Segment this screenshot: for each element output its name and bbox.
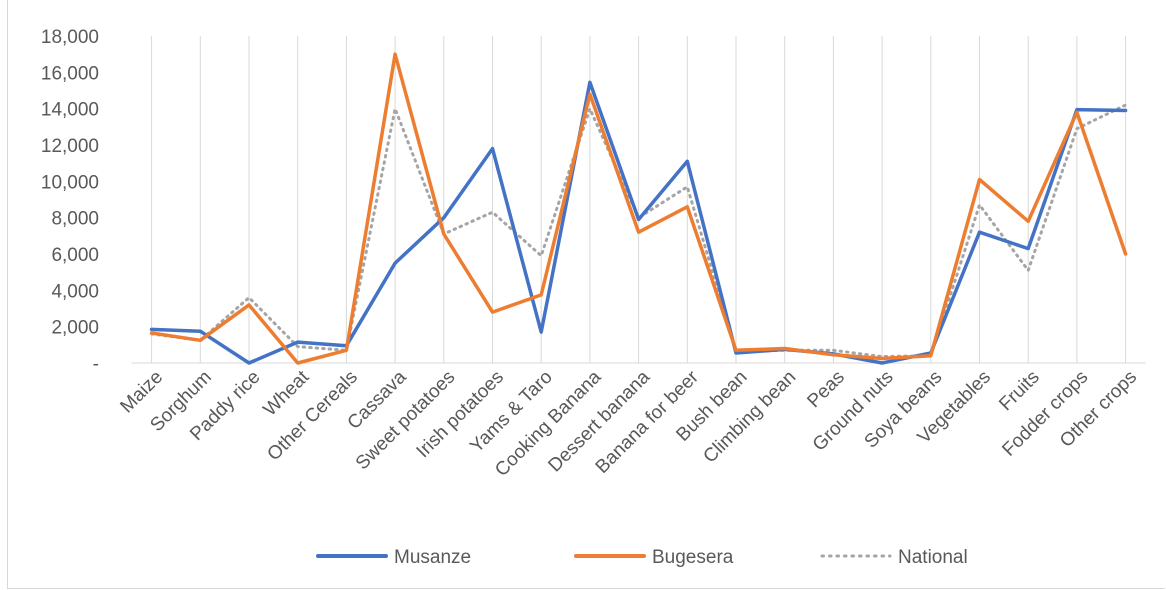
legend-item-national: National bbox=[820, 547, 968, 568]
legend-label: National bbox=[898, 547, 968, 568]
chart-frame bbox=[7, 0, 1165, 589]
legend: Musanze Bugesera National bbox=[316, 547, 968, 568]
legend-item-bugesera: Bugesera bbox=[574, 547, 734, 568]
series-line-national bbox=[150, 103, 1128, 359]
y-tick-label: 12,000 bbox=[41, 136, 99, 157]
x-tick-label: Peas bbox=[803, 367, 848, 412]
y-tick-label: 6,000 bbox=[51, 245, 99, 266]
series-lines bbox=[149, 52, 1128, 365]
y-tick-label: 18,000 bbox=[41, 27, 99, 48]
y-tick-label: 2,000 bbox=[51, 318, 99, 339]
y-tick-label: 14,000 bbox=[41, 100, 99, 121]
legend-label: Musanze bbox=[394, 547, 471, 568]
grid-lines bbox=[131, 36, 1146, 364]
series-line-musanze bbox=[149, 80, 1128, 365]
y-tick-label: - bbox=[93, 354, 99, 375]
series-line-bugesera bbox=[149, 52, 1128, 365]
y-tick-label: 4,000 bbox=[51, 281, 99, 302]
y-tick-label: 16,000 bbox=[41, 63, 99, 84]
y-tick-label: 8,000 bbox=[51, 209, 99, 230]
y-tick-label: 10,000 bbox=[41, 172, 99, 193]
legend-label: Bugesera bbox=[652, 547, 734, 568]
y-axis: - 2,000 4,000 6,000 8,000 10,000 12,000 14,000 1… bbox=[41, 27, 99, 375]
legend-item-musanze: Musanze bbox=[316, 547, 471, 568]
